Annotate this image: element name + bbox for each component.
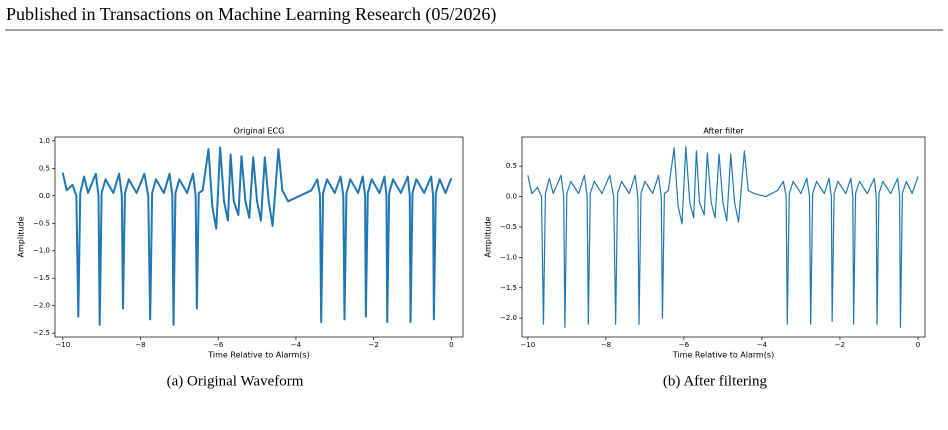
running-header: Published in Transactions on Machine Lea… <box>6 4 496 25</box>
x-tick-label: −8 <box>135 341 145 349</box>
x-tick-label: −2 <box>368 341 378 349</box>
x-axis-label: Time Relative to Alarm(s) <box>672 351 774 360</box>
chart-title: After filter <box>703 127 744 136</box>
x-tick-label: −10 <box>55 341 70 349</box>
y-tick-label: 0.0 <box>39 192 50 200</box>
x-tick-label: 0 <box>449 341 453 349</box>
plot-frame <box>521 136 926 338</box>
y-tick-label: −1.5 <box>500 284 517 292</box>
caption: (b) After filtering <box>663 373 768 389</box>
y-tick-label: −0.5 <box>500 223 517 231</box>
y-tick-label: 0.0 <box>506 193 517 201</box>
caption: (a) Original Waveform <box>167 373 304 389</box>
ecg-line <box>61 146 453 326</box>
y-tick-label: 1.0 <box>39 137 50 145</box>
ecg-line <box>527 146 919 328</box>
chart-title: Original ECG <box>234 127 285 136</box>
x-tick-label: 0 <box>916 341 920 349</box>
y-tick-label: −1.0 <box>500 253 517 261</box>
x-tick-label: −4 <box>757 341 768 349</box>
y-tick-label: −1.0 <box>33 247 50 255</box>
y-tick-label: −0.5 <box>33 219 50 227</box>
x-tick-label: −4 <box>291 341 302 349</box>
x-tick-label: −6 <box>679 341 690 349</box>
y-tick-label: −2.0 <box>33 302 50 310</box>
y-tick-label: −2.0 <box>500 314 517 322</box>
plot-frame <box>54 136 464 338</box>
y-axis-label: Amplitude <box>484 216 493 257</box>
x-tick-label: −10 <box>520 341 535 349</box>
y-tick-label: 0.5 <box>506 162 517 170</box>
x-tick-label: −2 <box>835 341 845 349</box>
y-tick-label: 0.5 <box>39 164 50 172</box>
y-axis-label: Amplitude <box>17 216 26 257</box>
y-tick-label: −1.5 <box>33 274 50 282</box>
x-tick-label: −8 <box>601 341 611 349</box>
x-tick-label: −6 <box>213 341 224 349</box>
y-tick-label: −2.5 <box>33 329 50 337</box>
x-axis-label: Time Relative to Alarm(s) <box>207 351 309 360</box>
